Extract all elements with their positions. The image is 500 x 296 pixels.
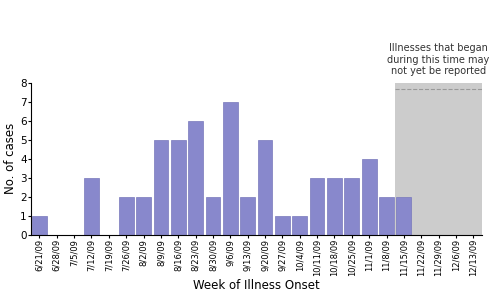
Bar [188, 121, 203, 234]
Bar [136, 197, 151, 234]
Bar [32, 215, 47, 234]
X-axis label: Week of Illness Onset: Week of Illness Onset [193, 279, 320, 292]
Bar [327, 178, 342, 234]
Bar [223, 102, 238, 234]
Bar [344, 178, 359, 234]
Bar [310, 178, 324, 234]
Bar [362, 159, 376, 234]
Bar [395, 83, 482, 234]
Bar [154, 140, 168, 234]
Bar [171, 140, 186, 234]
Bar [292, 215, 307, 234]
Y-axis label: No. of cases: No. of cases [4, 123, 17, 194]
Bar [84, 178, 99, 234]
Bar [396, 197, 411, 234]
Bar [379, 197, 394, 234]
Bar [206, 197, 220, 234]
Bar [275, 215, 290, 234]
Bar [119, 197, 134, 234]
Bar [258, 140, 272, 234]
Text: Illnesses that began
during this time may
not yet be reported: Illnesses that began during this time ma… [388, 43, 490, 76]
Bar [240, 197, 255, 234]
